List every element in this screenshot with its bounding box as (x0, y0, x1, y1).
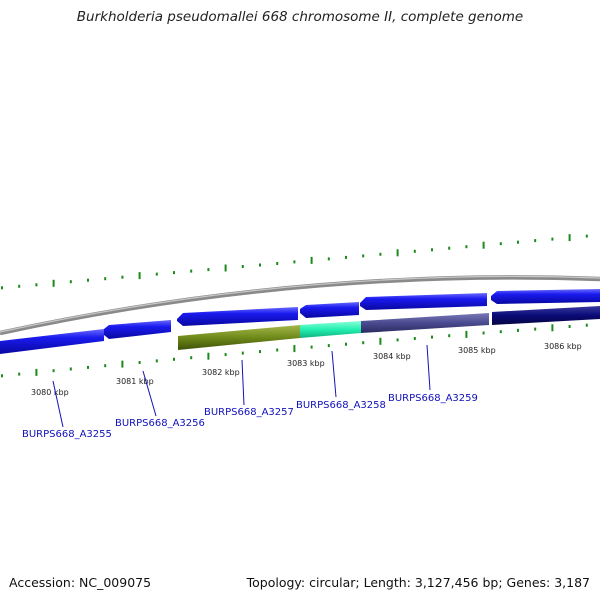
gene-arrow[interactable] (491, 289, 600, 304)
outer-tick-row (1, 234, 588, 290)
kbp-label: 3085 kbp (458, 346, 496, 355)
leader-line (241, 359, 245, 406)
kbp-label: 3084 kbp (373, 352, 411, 361)
kbp-label: 3082 kbp (202, 368, 240, 377)
gene-label-a3259[interactable]: BURPS668_A3259 (388, 393, 478, 404)
gene-arrow[interactable] (104, 320, 171, 339)
gene-label-a3256[interactable]: BURPS668_A3256 (115, 418, 205, 429)
genome-summary-text: Topology: circular; Length: 3,127,456 bp… (246, 575, 590, 590)
gene-bar-a3258[interactable] (300, 321, 361, 338)
leader-line (142, 370, 157, 417)
kbp-label: 3081 kbp (116, 377, 154, 386)
gene-bar-a3259[interactable] (361, 313, 489, 333)
gene-bar-a3257[interactable] (178, 325, 300, 350)
gene-arrow[interactable] (0, 329, 104, 354)
gene-label-a3257[interactable]: BURPS668_A3257 (204, 407, 294, 418)
gene-arrow[interactable] (177, 307, 298, 326)
leader-line (426, 344, 431, 391)
accession-text: Accession: NC_009075 (9, 575, 152, 590)
gene-name-labels: BURPS668_A3255 BURPS668_A3256 BURPS668_A… (22, 393, 478, 440)
gene-arrow[interactable] (300, 302, 359, 318)
reverse-strand-genes (178, 306, 600, 350)
gene-label-a3255[interactable]: BURPS668_A3255 (22, 429, 112, 440)
leader-line (331, 350, 337, 398)
inner-tick-row (1, 323, 588, 378)
leader-line (52, 380, 64, 428)
map-title: Burkholderia pseudomallei 668 chromosome… (76, 9, 524, 25)
gene-bar-next[interactable] (492, 306, 600, 325)
gene-leader-lines (52, 344, 431, 428)
kbp-label: 3086 kbp (544, 342, 582, 351)
chromosome-backbone-highlight (0, 275, 600, 333)
gene-arrow[interactable] (360, 293, 487, 310)
gene-label-a3258[interactable]: BURPS668_A3258 (296, 400, 386, 411)
kbp-label: 3083 kbp (287, 359, 325, 368)
chromosome-backbone (0, 275, 600, 336)
kbp-label: 3080 kbp (31, 388, 69, 397)
forward-strand-genes (0, 289, 600, 354)
kbp-scale-labels: 3080 kbp 3081 kbp 3082 kbp 3083 kbp 3084… (31, 342, 582, 397)
